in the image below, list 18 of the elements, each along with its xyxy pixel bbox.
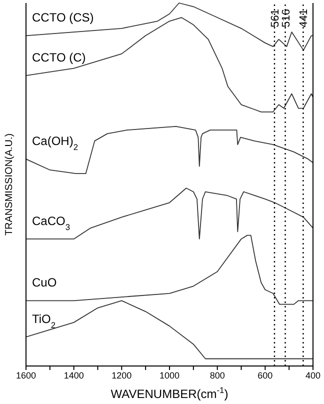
series-label: TiO$_{2}$ xyxy=(32,312,56,330)
x-tick-label: 1600 xyxy=(16,370,36,380)
ref-line-label: 516 xyxy=(280,9,292,28)
x-axis-title: WAVENUMBER(cm$^{-1}$) xyxy=(110,385,228,401)
ref-line-label: 441 xyxy=(298,9,310,28)
x-tick-label: 1200 xyxy=(112,370,132,380)
series-label: CuO xyxy=(32,276,57,290)
x-tick-label: 400 xyxy=(305,370,321,380)
series-label: CCTO (CS) xyxy=(32,10,94,25)
series-label: Ca(OH)$_{2}$ xyxy=(32,134,78,152)
x-tick-label: 1400 xyxy=(64,370,84,380)
x-tick-label: 1000 xyxy=(159,370,180,380)
y-axis-title: TRANSMISSION(A.U.) xyxy=(4,133,15,236)
series-label: CaCO$_{3}$ xyxy=(32,214,70,232)
x-tick-label: 800 xyxy=(210,370,225,380)
ref-line-label: 561 xyxy=(269,9,282,28)
series-label: CCTO (C) xyxy=(32,50,86,65)
x-tick-label: 600 xyxy=(258,370,273,380)
